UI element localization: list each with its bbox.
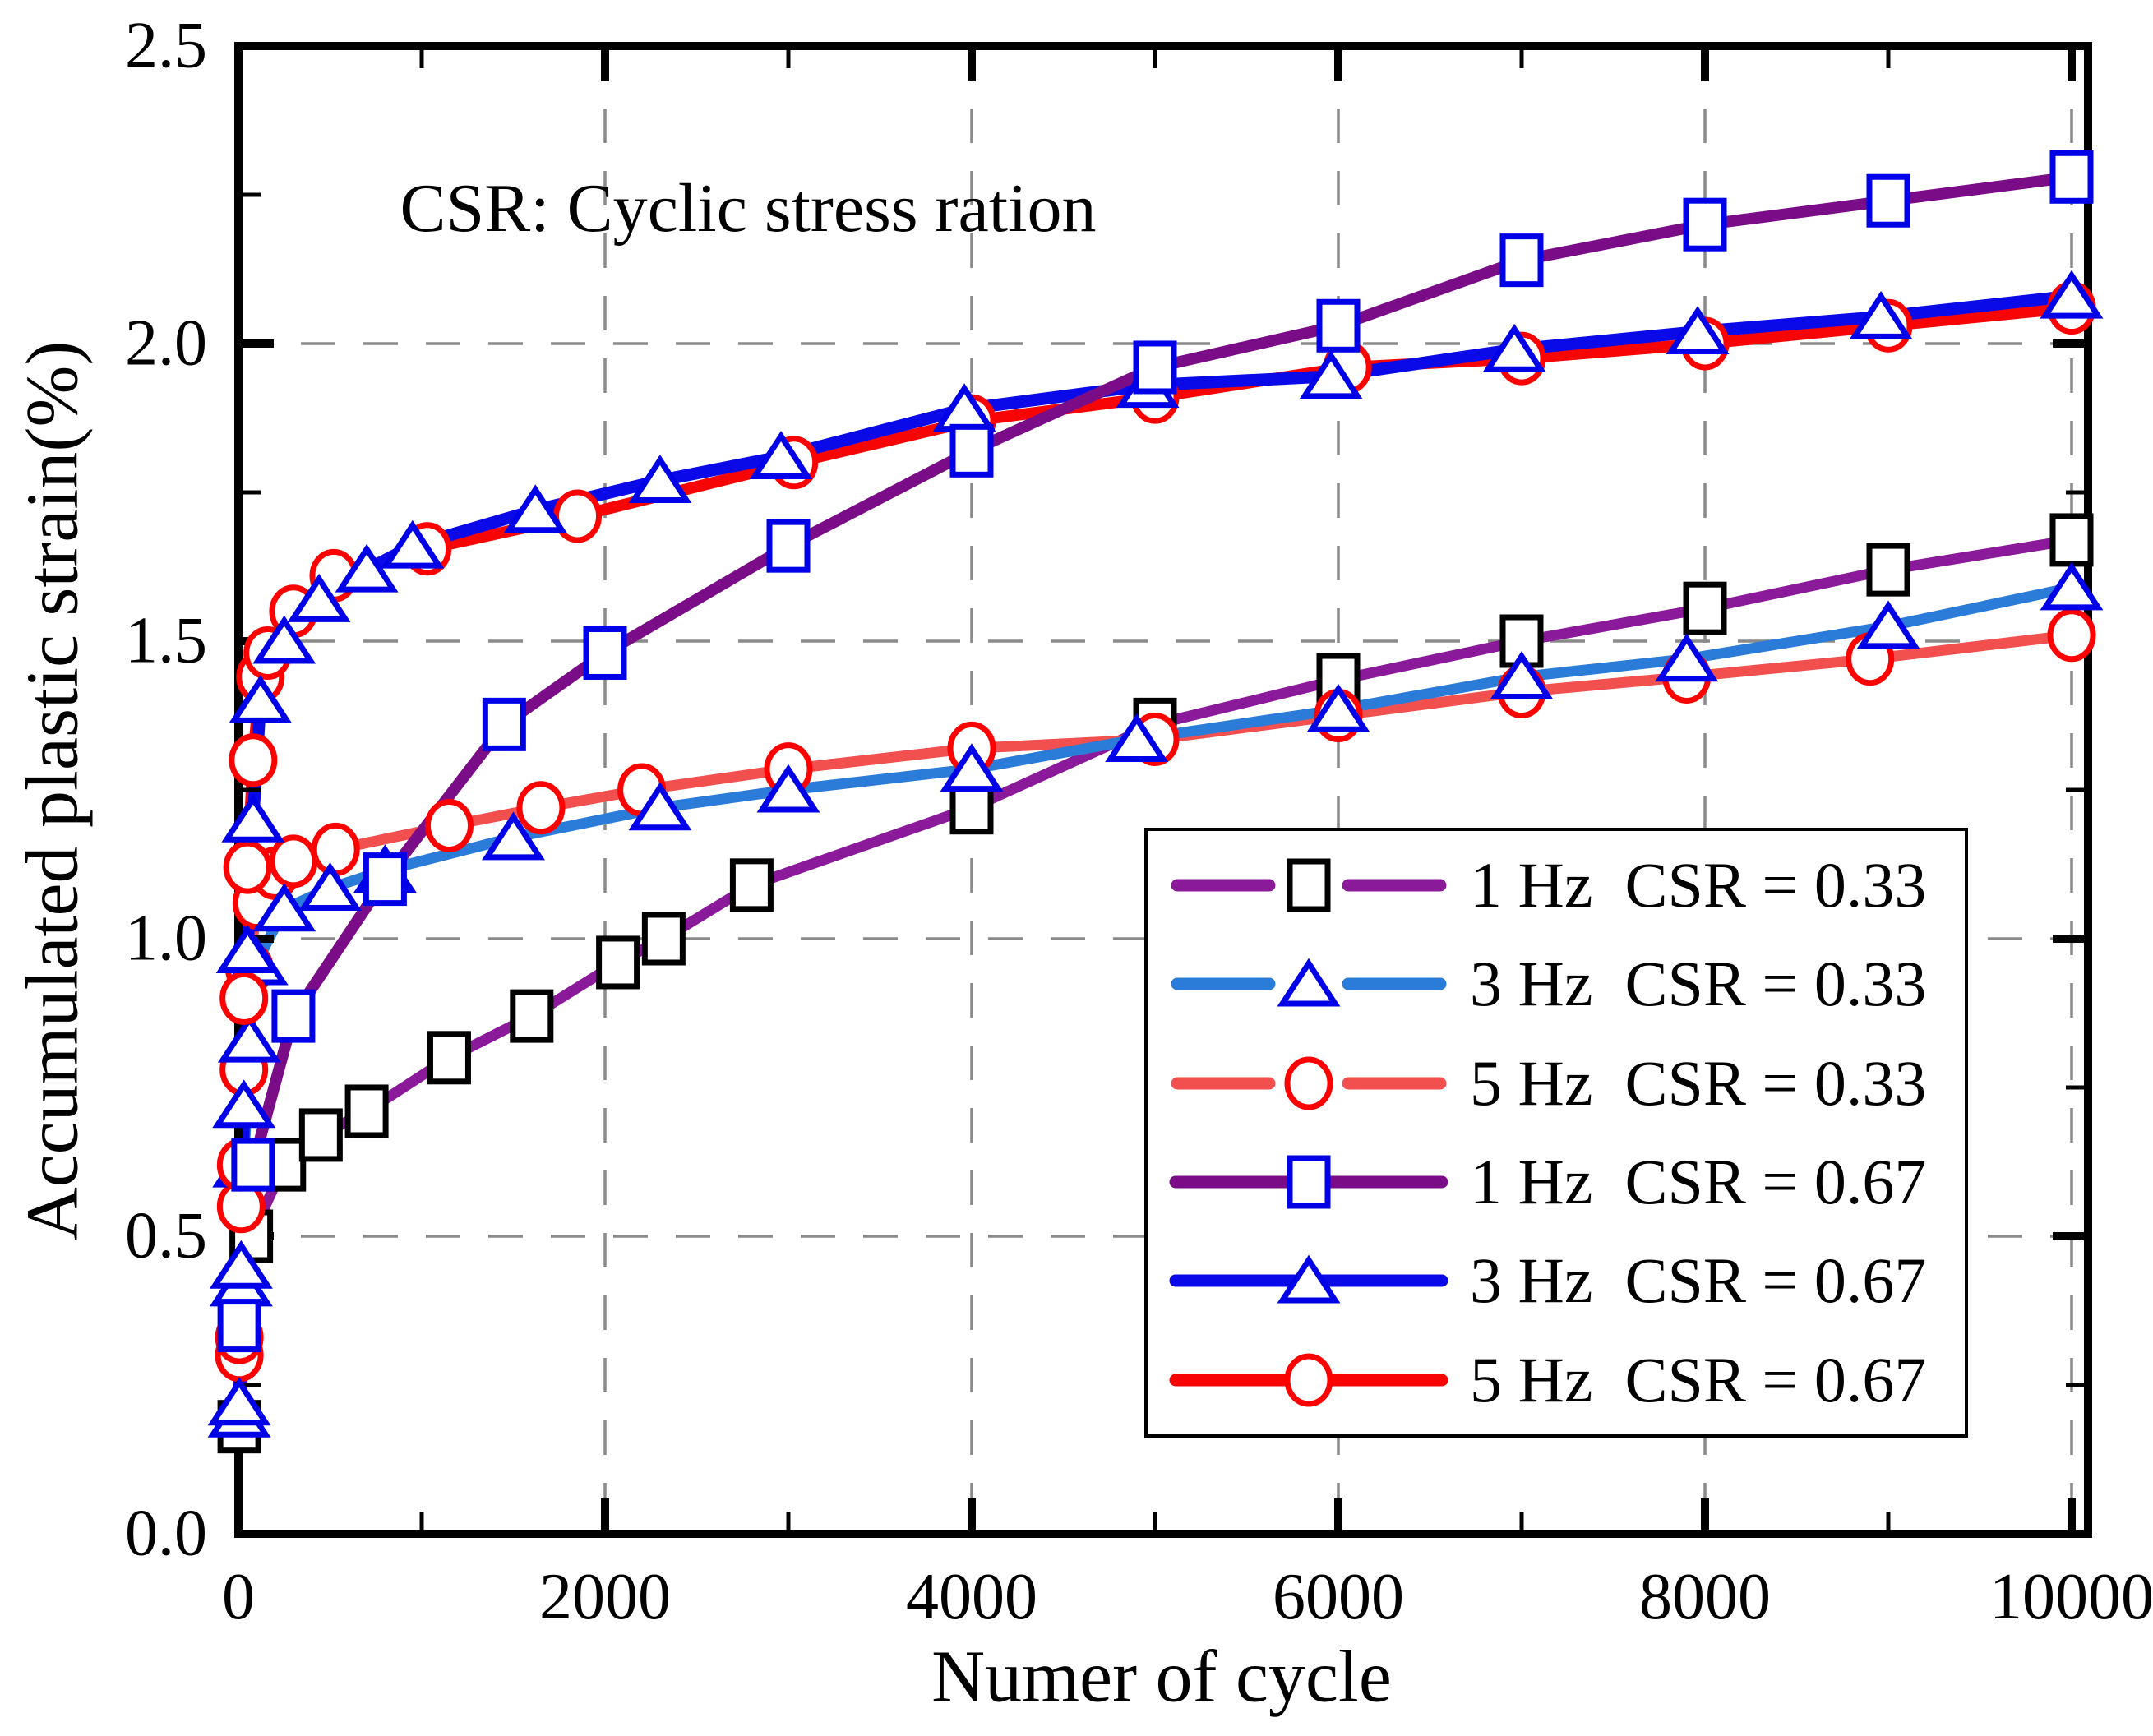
legend-swatch-square-icon: [1169, 1155, 1448, 1209]
x-tick-label: 4000: [906, 1561, 1037, 1633]
y-tick-label: 0.5: [125, 1199, 207, 1272]
chart-title: CSR: Cyclic stress ration: [400, 170, 1097, 247]
legend-item: 5 Hz CSR = 0.67: [1169, 1334, 1965, 1426]
legend: 1 Hz CSR = 0.33 3 Hz CSR = 0.33 5 Hz CSR…: [1144, 828, 1968, 1438]
legend-label: 1 Hz CSR = 0.33: [1470, 849, 1927, 921]
x-tick-label: 6000: [1273, 1561, 1404, 1633]
x-tick-label: 2000: [539, 1561, 671, 1633]
x-tick-label: 8000: [1639, 1561, 1771, 1633]
legend-item: 1 Hz CSR = 0.33: [1169, 839, 1965, 931]
y-tick-label: 1.5: [125, 604, 207, 677]
legend-label: 1 Hz CSR = 0.67: [1470, 1146, 1927, 1218]
legend-label: 5 Hz CSR = 0.33: [1470, 1046, 1927, 1119]
x-tick-label: 10000: [1989, 1561, 2153, 1633]
legend-label: 3 Hz CSR = 0.67: [1470, 1244, 1927, 1317]
y-tick-label: 1.0: [125, 902, 207, 975]
legend-item: 5 Hz CSR = 0.33: [1169, 1037, 1965, 1129]
legend-swatch-circle-icon: [1171, 1056, 1447, 1110]
legend-swatch-square-icon: [1171, 858, 1447, 912]
legend-item: 3 Hz CSR = 0.33: [1169, 938, 1965, 1030]
legend-item: 3 Hz CSR = 0.67: [1169, 1235, 1965, 1327]
legend-item: 1 Hz CSR = 0.67: [1169, 1136, 1965, 1228]
y-tick-label: 2.5: [125, 9, 207, 82]
x-axis-label: Numer of cycle: [931, 1636, 1392, 1718]
y-tick-label: 0.0: [125, 1497, 207, 1570]
y-tick-label: 2.0: [125, 307, 207, 380]
y-axis-label: Accumulated plastic strain(%): [12, 340, 94, 1241]
legend-swatch-circle-icon: [1169, 1353, 1448, 1407]
legend-swatch-triangle-icon: [1169, 1255, 1448, 1304]
x-tick-label: 0: [222, 1561, 255, 1633]
legend-label: 5 Hz CSR = 0.67: [1470, 1343, 1927, 1415]
legend-label: 3 Hz CSR = 0.33: [1470, 948, 1927, 1020]
legend-swatch-triangle-icon: [1171, 958, 1447, 1007]
